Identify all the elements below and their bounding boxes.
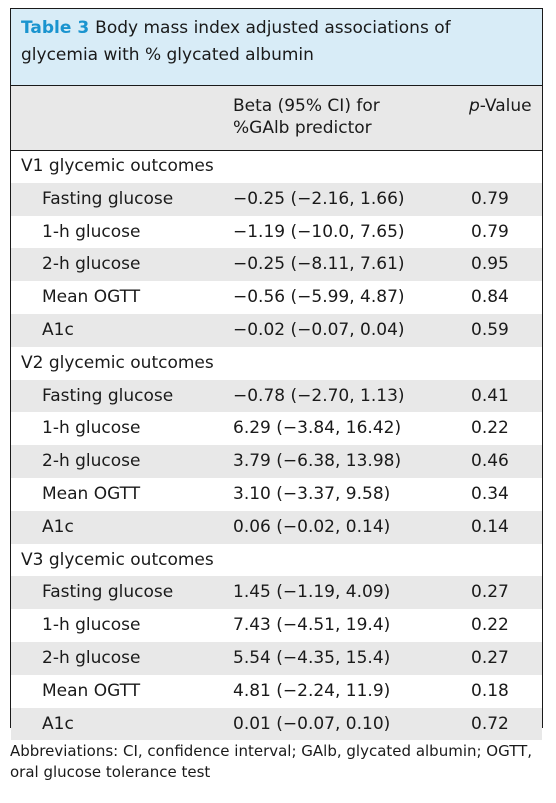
p-rest: -Value [479,96,532,116]
p-value: 0.27 [471,648,509,668]
p-italic: p [469,96,480,116]
p-value: 0.59 [471,320,509,340]
table-row: A1c 0.06 (−0.02, 0.14) 0.14 [11,510,542,544]
group-heading-row: V3 glycemic outcomes [11,544,542,577]
table-row: Fasting glucose −0.25 (−2.16, 1.66) 0.79 [11,182,542,216]
table-row: 2-h glucose 3.79 (−6.38, 13.98) 0.46 [11,445,542,478]
group-title: V2 glycemic outcomes [21,352,214,373]
group-title: V1 glycemic outcomes [21,156,214,176]
beta-ci-value: 4.81 (−2.24, 11.9) [233,680,391,701]
p-value: 0.27 [471,582,509,603]
table-row: A1c −0.02 (−0.07, 0.04) 0.59 [11,314,542,347]
table-row: 1-h glucose 7.43 (−4.51, 19.4) 0.22 [11,609,542,642]
beta-ci-value: −0.25 (−8.11, 7.61) [233,254,405,275]
beta-ci-value: 0.06 (−0.02, 0.14) [233,516,391,537]
p-value: 0.79 [471,221,509,242]
beta-ci-value: 6.29 (−3.84, 16.42) [233,418,402,439]
table-row: 1-h glucose 6.29 (−3.84, 16.42) 0.22 [11,412,542,445]
beta-ci-value: 1.45 (−1.19, 4.09) [233,582,391,603]
outcome-name: Fasting glucose [42,582,174,603]
table-header: Beta (95% CI) for %GAlb predictor p-Valu… [11,86,542,151]
group-heading-row: V2 glycemic outcomes [11,347,542,380]
outcome-name: Mean OGTT [42,484,141,504]
table-caption: Table 3 Body mass index adjusted associat… [11,9,542,86]
p-value: 0.41 [471,385,509,406]
beta-ci-value: 5.54 (−4.35, 15.4) [233,648,391,668]
table-row: Mean OGTT 4.81 (−2.24, 11.9) 0.18 [11,675,542,708]
outcome-name: 2-h glucose [42,254,141,275]
p-value: 0.95 [471,254,509,275]
table-row: 2-h glucose −0.25 (−8.11, 7.61) 0.95 [11,248,542,282]
table-row: Fasting glucose −0.78 (−2.70, 1.13) 0.41 [11,379,542,413]
table-row: Fasting glucose 1.45 (−1.19, 4.09) 0.27 [11,576,542,610]
outcome-name: 2-h glucose [42,451,141,472]
outcome-name: A1c [42,516,74,537]
beta-ci-value: 0.01 (−0.07, 0.10) [233,713,391,734]
group-heading-row: V1 glycemic outcomes [11,150,542,183]
p-value: 0.79 [471,188,509,209]
results-table: Table 3 Body mass index adjusted associat… [10,8,543,741]
table-row: 1-h glucose −1.19 (−10.0, 7.65) 0.79 [11,216,542,249]
outcome-name: Mean OGTT [42,680,141,701]
p-value: 0.84 [471,287,509,308]
outcome-name: 2-h glucose [42,648,141,668]
p-value: 0.14 [471,516,509,537]
beta-ci-value: 3.79 (−6.38, 13.98) [233,451,402,472]
outcome-name: 1-h glucose [42,418,141,439]
p-value: 0.22 [471,615,509,636]
table-row: Mean OGTT 3.10 (−3.37, 9.58) 0.34 [11,478,542,511]
beta-ci-value: −0.25 (−2.16, 1.66) [233,188,405,209]
outcome-name: A1c [42,713,74,734]
group-title: V3 glycemic outcomes [21,549,214,570]
beta-column-header: Beta (95% CI) for %GAlb predictor [233,96,380,138]
outcome-name: Mean OGTT [42,287,141,308]
outcome-name: A1c [42,320,74,340]
beta-ci-value: −0.78 (−2.70, 1.13) [233,385,405,406]
beta-ci-value: −0.02 (−0.07, 0.04) [233,320,405,340]
table-row: 2-h glucose 5.54 (−4.35, 15.4) 0.27 [11,642,542,675]
table-title: Body mass index adjusted associations of… [21,18,451,65]
p-value: 0.34 [471,484,509,504]
table-label: Table 3 [21,18,90,38]
outcome-name: Fasting glucose [42,188,174,209]
outcome-name: Fasting glucose [42,385,174,406]
outcome-name: 1-h glucose [42,615,141,636]
beta-ci-value: 7.43 (−4.51, 19.4) [233,615,391,636]
beta-ci-value: −1.19 (−10.0, 7.65) [233,221,405,242]
table-row: A1c 0.01 (−0.07, 0.10) 0.72 [11,707,542,741]
p-value: 0.72 [471,713,509,734]
p-value-column-header: p-Value [469,95,532,117]
p-value: 0.18 [471,680,509,701]
outcome-name: 1-h glucose [42,221,141,242]
table-row: Mean OGTT −0.56 (−5.99, 4.87) 0.84 [11,281,542,314]
p-value: 0.46 [471,451,509,472]
table-footnote: Abbreviations: CI, confidence interval; … [10,742,533,781]
p-value: 0.22 [471,418,509,439]
beta-ci-value: −0.56 (−5.99, 4.87) [233,287,405,308]
beta-ci-value: 3.10 (−3.37, 9.58) [233,484,391,504]
